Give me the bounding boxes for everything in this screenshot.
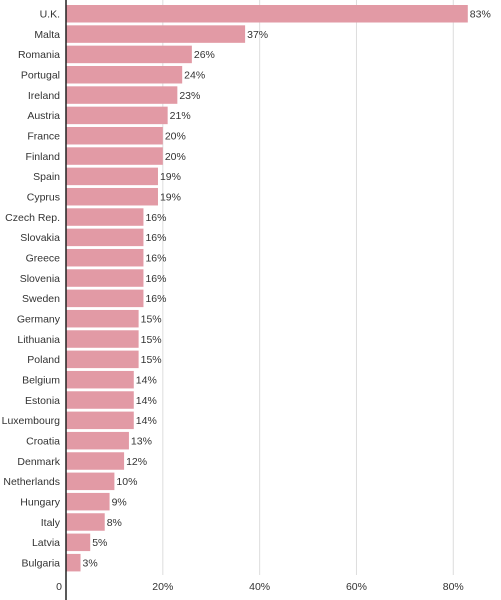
category-label: Luxembourg [2, 415, 61, 427]
category-label: U.K. [40, 9, 60, 21]
category-label: Italy [41, 517, 61, 529]
bar [66, 187, 158, 206]
x-tick-label: 20% [152, 581, 173, 593]
category-label: Malta [34, 29, 60, 41]
category-label: Hungary [20, 496, 60, 508]
bars [66, 5, 468, 572]
bar [66, 65, 183, 84]
bar [66, 126, 163, 145]
category-label: Slovenia [20, 273, 60, 285]
category-label: Netherlands [3, 476, 60, 488]
value-label: 16% [145, 212, 166, 224]
bar [66, 167, 158, 186]
bar [66, 391, 134, 409]
value-label: 15% [141, 314, 162, 326]
bar [66, 533, 91, 552]
bar [66, 269, 144, 287]
bar [66, 248, 144, 267]
bar [66, 370, 134, 389]
gridlines [162, 0, 454, 575]
category-label: Croatia [26, 435, 60, 447]
bar [66, 350, 139, 369]
category-label: Austria [27, 110, 60, 122]
category-label: Finland [26, 151, 61, 163]
category-label: Denmark [17, 456, 60, 468]
bar [66, 25, 246, 43]
value-label: 3% [83, 557, 98, 569]
value-label: 12% [126, 456, 147, 468]
value-label: 16% [145, 253, 166, 265]
value-label: 21% [170, 110, 191, 122]
bar [66, 309, 139, 328]
bar [66, 208, 144, 226]
value-label: 37% [247, 29, 268, 41]
value-label: 19% [160, 171, 181, 183]
bar [66, 330, 139, 348]
x-tick-label: 0 [56, 581, 62, 593]
labels: 0 20% 40% 60% 80% U.K. 83% Malta 37% Romania 26% Po… [2, 9, 491, 593]
category-label: Belgium [22, 374, 60, 386]
bar [66, 45, 192, 64]
value-label: 16% [145, 232, 166, 244]
bar [66, 228, 144, 247]
value-label: 16% [145, 293, 166, 305]
bar [66, 472, 115, 491]
bar [66, 513, 105, 531]
category-label: Slovakia [20, 232, 60, 244]
value-label: 19% [160, 192, 181, 204]
value-label: 14% [136, 395, 157, 407]
bar [66, 492, 110, 511]
category-label: Cyprus [27, 192, 60, 204]
category-label: Germany [17, 314, 61, 326]
value-label: 8% [107, 517, 122, 529]
category-label: Spain [33, 171, 60, 183]
value-label: 9% [112, 496, 127, 508]
x-tick-label: 40% [249, 581, 270, 593]
category-label: Lithuania [17, 334, 60, 346]
bar [66, 431, 129, 450]
value-label: 5% [92, 537, 107, 549]
value-label: 10% [116, 476, 137, 488]
category-label: Bulgaria [21, 557, 60, 569]
category-label: Romania [18, 49, 60, 61]
value-label: 15% [141, 334, 162, 346]
value-label: 16% [145, 273, 166, 285]
category-label: Ireland [28, 90, 60, 102]
value-label: 26% [194, 49, 215, 61]
x-tick-label: 80% [443, 581, 464, 593]
bar [66, 452, 125, 470]
bar [66, 5, 468, 23]
bar [66, 411, 134, 430]
category-label: France [27, 131, 60, 143]
bar [66, 289, 144, 308]
category-label: Greece [26, 253, 61, 265]
bar [66, 147, 163, 165]
category-label: Poland [27, 354, 60, 366]
bar [66, 86, 178, 104]
category-label: Portugal [21, 70, 60, 82]
value-label: 83% [470, 9, 491, 21]
bar [66, 106, 168, 125]
value-label: 23% [179, 90, 200, 102]
value-label: 24% [184, 70, 205, 82]
value-label: 13% [131, 435, 152, 447]
category-label: Czech Rep. [5, 212, 60, 224]
value-label: 15% [141, 354, 162, 366]
category-label: Estonia [25, 395, 60, 407]
value-label: 14% [136, 415, 157, 427]
category-label: Sweden [22, 293, 60, 305]
value-label: 20% [165, 151, 186, 163]
bar [66, 553, 81, 572]
value-label: 20% [165, 131, 186, 143]
value-label: 14% [136, 374, 157, 386]
category-label: Latvia [32, 537, 60, 549]
x-tick-label: 60% [346, 581, 367, 593]
